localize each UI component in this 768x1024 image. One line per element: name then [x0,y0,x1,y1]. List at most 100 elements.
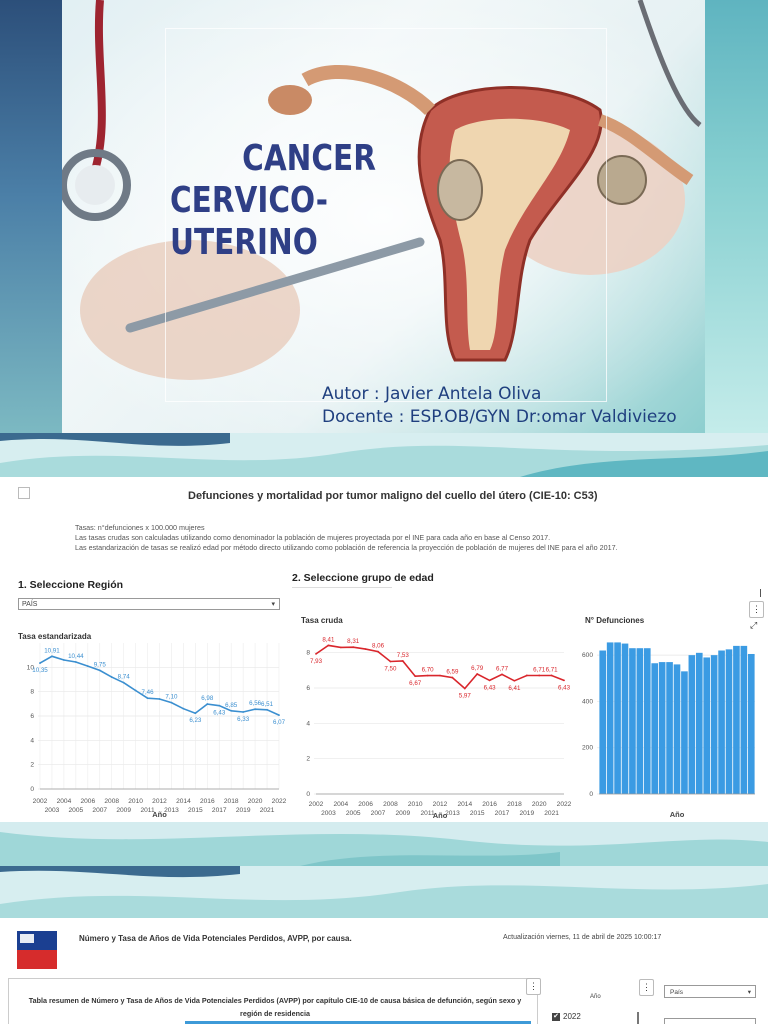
chevron-down-icon: ▾ [747,989,751,996]
bar-2002 [599,650,607,794]
data-point-2017 [501,673,503,676]
cover-teacher: Docente : ESP.OB/GYN Dr:omar Valdiviezo [322,407,677,427]
data-point-2009 [401,660,404,662]
x-tick-label: 2009 [395,810,410,817]
data-point-2004 [339,646,342,649]
data-point-2007 [377,650,379,653]
dashboard-title: Defunciones y mortalidad por tumor malig… [188,490,598,502]
y-tick-label: 4 [30,737,34,744]
x-tick-label: 2016 [200,798,215,805]
bar-2006 [629,648,636,794]
bar-2005 [621,643,629,794]
data-point-2009 [122,681,125,684]
data-point-2013 [451,676,454,679]
note-line: Las estandarización de tasas se realizó … [75,543,618,552]
cover-credits: Autor : Javier Antela Oliva Docente : ES… [322,383,677,429]
y-tick-label: 6 [30,713,34,720]
data-point-2003 [51,655,53,658]
expand-icon[interactable]: ⤢ [750,620,758,630]
data-label: 6,59 [446,669,459,676]
x-tick-label: 2011 [421,810,436,817]
x-tick-label: 2005 [346,810,361,817]
chart-menu-button[interactable]: ⋮ [749,601,764,618]
data-point-2008 [389,660,392,663]
x-tick-label: 2021 [260,807,275,814]
decorative-wave-top [0,866,768,918]
region-select-value: PAÍS [22,601,38,608]
cover-slide: CANCER CERVICO-UTERINO Autor : Javier An… [0,0,768,433]
x-tick-label: 2020 [532,801,547,808]
x-tick-label: 2004 [333,801,348,808]
chart-defunciones: N° Defunciones 0 200 400 600 Año [582,616,755,819]
avpp-table-card [8,978,538,1024]
data-label: 7,10 [165,694,178,701]
x-tick-label: 2013 [164,807,179,814]
x-axis-label: Año [433,811,448,820]
scroll-marker [760,589,761,597]
data-label: 6,23 [189,717,202,724]
filter-menu-button[interactable]: ⋮ [639,979,654,996]
note-line: Las tasas crudas son calculadas utilizan… [75,533,551,542]
bar-2018 [718,650,725,794]
y-tick-label: 8 [30,689,34,696]
x-tick-label: 2015 [188,807,203,814]
section-age-label: 2. Seleccione grupo de edad [292,572,434,584]
data-point-2002 [39,662,41,664]
cover-title-line1: CANCER [242,138,376,179]
x-tick-label: 2020 [248,798,263,805]
region-select[interactable]: PAÍS ▾ [18,598,280,610]
cover-frame [165,28,607,402]
data-point-2002 [315,653,317,655]
avpp-title: Número y Tasa de Años de Vida Potenciale… [79,934,352,943]
data-point-2020 [254,708,256,711]
divider [292,587,392,588]
data-label: 6,33 [237,716,250,723]
data-label: 6,07 [273,719,286,726]
x-tick-label: 2022 [272,798,287,805]
data-point-2018 [230,709,233,712]
x-tick-label: 2016 [482,801,497,808]
data-point-2010 [414,675,417,678]
x-tick-label: 2002 [33,798,48,805]
data-label: 6,77 [496,665,509,672]
data-point-2005 [352,646,355,649]
data-point-2020 [538,674,541,677]
data-label: 6,41 [508,685,521,692]
secondary-select[interactable] [664,1018,756,1024]
region-select[interactable]: País ▾ [664,985,756,998]
x-axis-label: Año [670,810,685,819]
data-point-2021 [266,708,268,711]
x-tick-label: 2003 [45,807,60,814]
section-region-label: 1. Seleccione Región [18,579,124,591]
data-point-2006 [86,665,89,668]
x-tick-label: 2006 [80,798,95,805]
y-tick-label: 4 [306,720,310,727]
bar-2010 [658,662,666,794]
bar-2004 [614,642,621,794]
x-tick-label: 2017 [212,807,227,814]
bar-2022 [747,653,755,794]
y-tick-label: 2 [306,756,310,763]
scrollbar[interactable] [637,1012,639,1024]
chart-tasa-cruda: Tasa cruda 0 2 4 6 87,93 8,41 8,31 8,06 7,507,53 6… [301,616,572,820]
data-label: 7,53 [397,652,410,659]
x-tick-label: 2003 [321,810,336,817]
bar-2013 [681,671,688,794]
data-label: 6,43 [213,710,226,717]
x-tick-label: 2006 [358,801,373,808]
bar-2019 [725,649,733,794]
data-label: 6,71 [533,666,546,673]
y-tick-label: 6 [306,685,310,692]
data-point-2014 [463,687,466,690]
data-label: 6,56 [249,700,262,707]
data-label: 10,44 [68,653,84,660]
table-menu-button[interactable]: ⋮ [526,978,541,995]
x-tick-label: 2010 [408,801,423,808]
series-line [315,644,565,690]
data-label: 6,85 [225,702,238,709]
data-label: 6,71 [546,666,559,673]
x-tick-label: 2012 [433,801,448,808]
year-checkbox-2022[interactable]: ✔ 2022 [552,1012,581,1021]
cover-right-band [705,0,768,433]
